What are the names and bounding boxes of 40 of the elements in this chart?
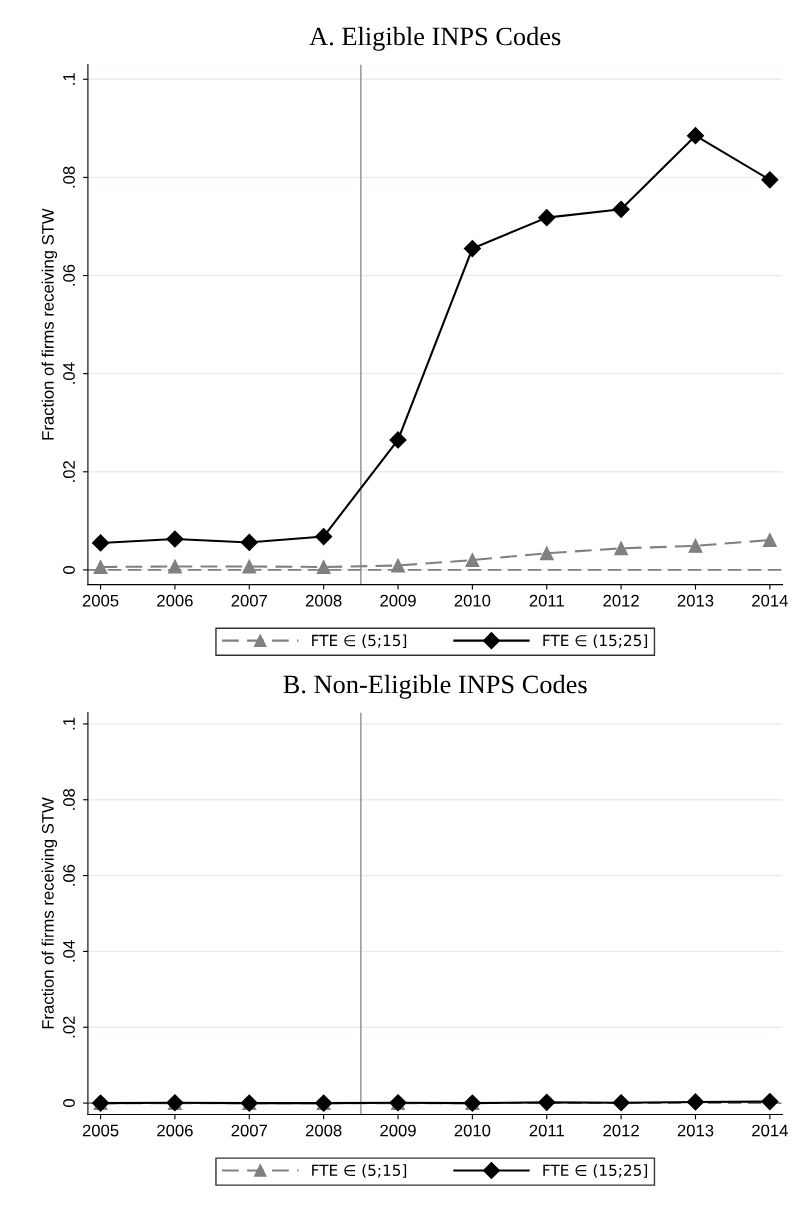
x-tick-label: 2006 <box>157 1124 193 1137</box>
y-axis-title: Fraction of firms receiving STW <box>41 208 58 440</box>
legend-label: FTE ∈ (5;15] <box>312 1164 407 1178</box>
x-tick-label: 2007 <box>231 1124 267 1137</box>
legend-label: FTE ∈ (5;15] <box>312 634 407 649</box>
legend-label: FTE ∈ (15;25] <box>543 634 648 649</box>
y-tick-label: .02 <box>63 461 75 482</box>
legend-label: FTE ∈ (15;25] <box>543 1164 648 1178</box>
y-tick-label: .08 <box>63 788 75 810</box>
x-tick-label: 2008 <box>305 594 342 607</box>
chart-title: A. Eligible INPS Codes <box>309 26 561 51</box>
x-tick-label: 2013 <box>677 1124 714 1137</box>
x-tick-label: 2014 <box>752 1124 788 1137</box>
x-tick-label: 2010 <box>454 1124 491 1137</box>
y-tick-label: 0 <box>63 1099 75 1108</box>
x-tick-label: 2011 <box>529 1124 564 1137</box>
x-tick-label: 2006 <box>157 594 193 607</box>
x-tick-label: 2010 <box>454 594 491 607</box>
chart-title: B. Non-Eligible INPS Codes <box>283 674 587 699</box>
x-tick-label: 2012 <box>603 1124 639 1137</box>
x-tick-label: 2009 <box>380 1124 416 1137</box>
y-tick-label: .06 <box>63 864 75 886</box>
x-tick-label: 2011 <box>529 594 564 607</box>
y-tick-label: 0 <box>63 565 75 574</box>
y-tick-label: .1 <box>63 73 75 85</box>
x-tick-label: 2014 <box>752 594 788 607</box>
y-tick-label: .06 <box>63 264 75 286</box>
y-tick-label: .04 <box>63 362 75 384</box>
x-tick-label: 2005 <box>82 594 119 607</box>
x-tick-label: 2013 <box>677 594 714 607</box>
y-axis-title: Fraction of firms receiving STW <box>41 797 58 1029</box>
x-tick-label: 2005 <box>82 1124 119 1137</box>
y-tick-label: .04 <box>63 940 75 962</box>
y-tick-label: .08 <box>63 166 75 188</box>
y-tick-label: .02 <box>63 1016 75 1038</box>
x-tick-label: 2009 <box>380 594 416 607</box>
x-tick-label: 2007 <box>231 594 267 607</box>
y-tick-label: .1 <box>63 717 75 730</box>
x-tick-label: 2008 <box>305 1124 342 1137</box>
x-tick-label: 2012 <box>603 594 639 607</box>
